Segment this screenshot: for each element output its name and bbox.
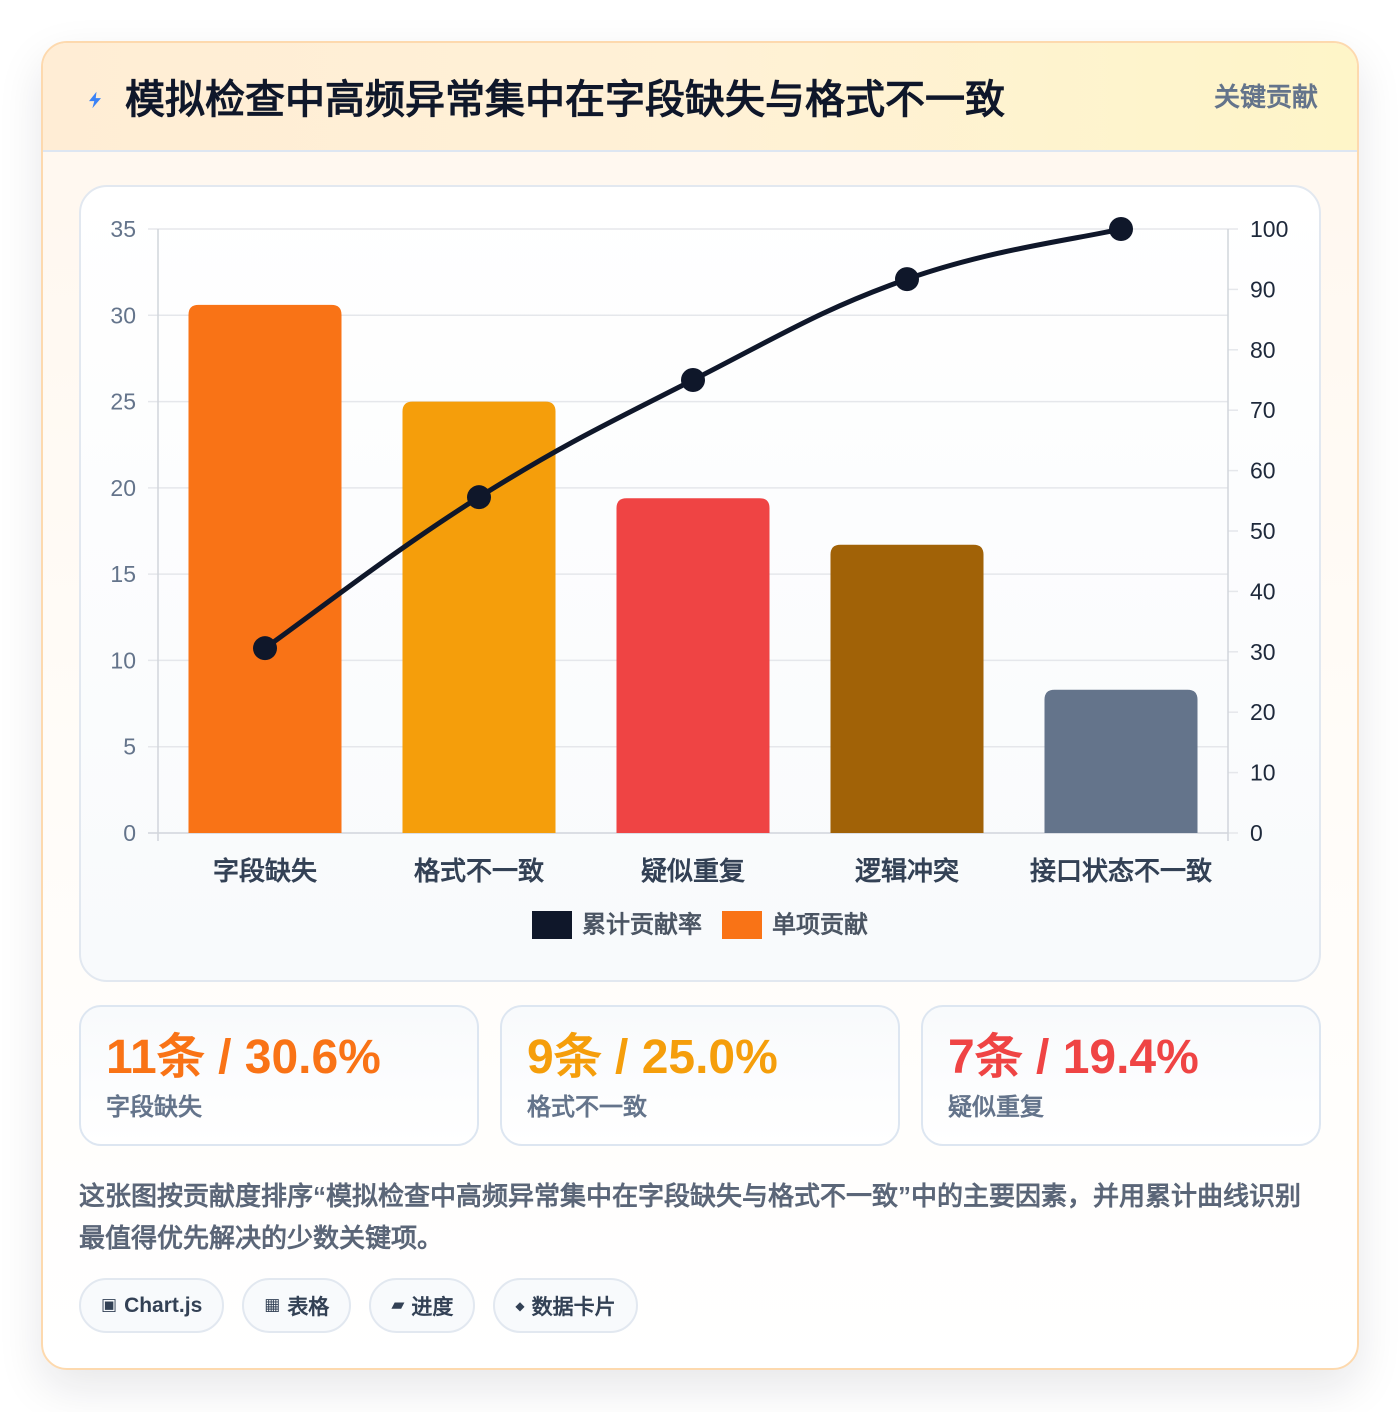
legend-swatch[interactable] [722,911,762,939]
tag-label: 表格 [287,1295,330,1319]
pareto-chart: 0 5 10 15 20 25 30 35 0 10 20 30 40 50 60 70 80 90 100 字段缺失… [110,216,1288,939]
chart-description: 这张图按贡献度排序“模拟检查中高频异常集中在字段缺失与格式不一致”中的主要因素，… [79,1181,1302,1253]
stat-card: 7条 / 19.4% 疑似重复 [921,1005,1321,1146]
cumulative-point-1[interactable] [253,636,277,661]
bar-4[interactable] [830,544,984,833]
x-axis-category-label: 格式不一致 [414,856,545,886]
right-axis-tick-label: 70 [1250,397,1276,423]
bar-2[interactable] [402,401,556,833]
x-axis-category-label: 逻辑冲突 [855,856,959,886]
key-contribution-badge: 关键贡献 [1213,82,1318,112]
x-axis-category-label: 接口状态不一致 [1030,856,1213,886]
progress-bar-icon: ▰ [391,1295,405,1315]
table-grid-icon: ▦ [264,1295,281,1315]
bar-3[interactable] [616,498,770,833]
legend-swatch[interactable] [532,911,572,939]
right-axis-tick-label: 10 [1250,760,1276,786]
stat-value: 11条 / 30.6% [106,1031,381,1084]
right-axis-tick-label: 40 [1250,578,1276,604]
legend-label[interactable]: 累计贡献率 [582,911,702,939]
x-axis-category-label: 疑似重复 [641,856,746,886]
tag-pill: ▰ 进度 [369,1278,476,1333]
stat-cards: 11条 / 30.6% 字段缺失 9条 / 25.0% 格式不一致 7条 / 1… [79,1005,1321,1146]
bar-1[interactable] [188,304,342,834]
chart-box-icon: ▣ [101,1295,118,1315]
stat-card: 11条 / 30.6% 字段缺失 [79,1005,479,1146]
tag-pill: ▣ Chart.js [79,1278,225,1333]
right-axis-tick-label: 100 [1250,216,1288,242]
left-axis-tick-label: 15 [110,561,136,587]
left-axis-tick-label: 30 [110,302,136,328]
x-axis-category-label: 字段缺失 [213,856,318,886]
tag-label: 数据卡片 [531,1295,616,1319]
lightning-icon [86,91,104,109]
right-axis-tick-label: 30 [1250,639,1276,665]
stat-card: 9条 / 25.0% 格式不一致 [500,1005,900,1146]
pareto-card: 模拟检查中高频异常集中在字段缺失与格式不一致 关键贡献 0 5 10 15 20 25 30… [41,41,1359,1370]
left-axis-tick-label: 20 [110,475,136,501]
tag-label: 进度 [411,1295,454,1319]
diamond-icon: ◆ [515,1298,525,1313]
legend-label[interactable]: 单项贡献 [772,912,868,939]
tag-label: Chart.js [124,1293,203,1317]
right-axis-tick-label: 90 [1250,276,1276,302]
cumulative-point-2[interactable] [467,485,491,510]
left-axis-tick-label: 0 [123,820,136,846]
card-header: 模拟检查中高频异常集中在字段缺失与格式不一致 关键贡献 [43,43,1357,152]
tag-pill: ◆ 数据卡片 [493,1278,638,1333]
chart-panel: 0 5 10 15 20 25 30 35 0 10 20 30 40 50 60 70 80 90 100 字段缺失… [79,185,1321,982]
card-title: 模拟检查中高频异常集中在字段缺失与格式不一致 [125,78,1005,122]
cumulative-point-4[interactable] [895,267,919,292]
left-axis-tick-label: 10 [110,647,136,673]
bar-5[interactable] [1044,689,1198,833]
right-axis-tick-label: 60 [1250,458,1276,484]
stat-label: 字段缺失 [106,1094,202,1121]
right-axis-tick-label: 50 [1250,518,1276,544]
stat-label: 格式不一致 [527,1094,647,1121]
right-axis-tick-label: 20 [1250,699,1276,725]
tag-list: ▣ Chart.js ▦ 表格 ▰ 进度 ◆ 数据卡片 [79,1278,638,1333]
stat-label: 疑似重复 [948,1094,1044,1121]
left-axis-tick-label: 35 [110,216,136,242]
cumulative-point-5[interactable] [1109,217,1133,241]
left-axis-tick-label: 25 [110,389,136,415]
cumulative-point-3[interactable] [681,368,705,392]
left-axis-tick-label: 5 [123,734,136,760]
right-axis-tick-label: 80 [1250,337,1276,363]
tag-pill: ▦ 表格 [242,1278,352,1333]
right-axis-tick-label: 0 [1250,820,1263,846]
stat-value: 7条 / 19.4% [948,1031,1199,1084]
stat-value: 9条 / 25.0% [527,1031,778,1084]
